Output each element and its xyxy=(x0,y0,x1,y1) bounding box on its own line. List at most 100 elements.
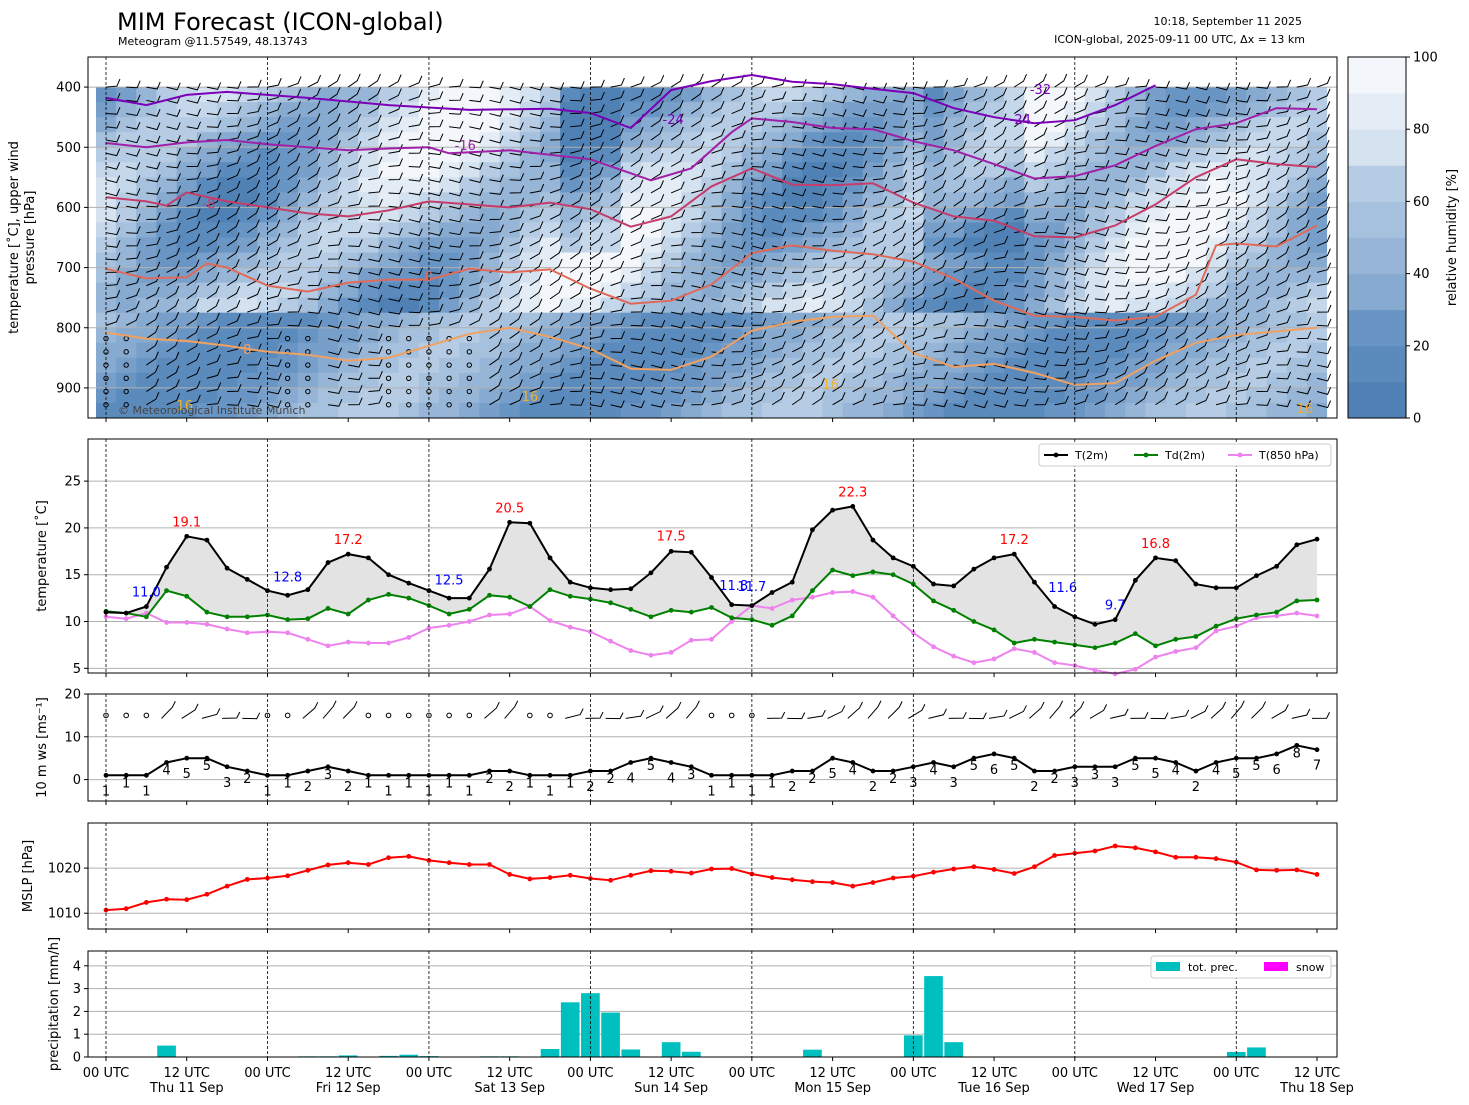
x-tick-label: 12 UTC xyxy=(1132,1066,1178,1081)
wind-barb xyxy=(1034,100,1048,114)
humidity-cell xyxy=(277,117,299,133)
wind-barb xyxy=(913,370,928,379)
wind-barb xyxy=(1115,201,1130,210)
wind-barb xyxy=(489,351,502,366)
humidity-cell xyxy=(782,102,803,118)
wind-barb xyxy=(610,274,625,287)
calm-wind-circle xyxy=(708,712,715,719)
wind-barb xyxy=(1296,166,1310,181)
wind-barb xyxy=(126,188,141,196)
wind-speed-value: 2 xyxy=(788,780,796,795)
wind-speed-value: 1 xyxy=(384,784,392,799)
wind-barb xyxy=(1256,130,1271,141)
humidity-cell xyxy=(277,252,299,269)
humidity-cell xyxy=(1205,117,1227,133)
wind-barb xyxy=(327,360,343,369)
wind-barb xyxy=(570,168,584,181)
wind-barb xyxy=(650,126,664,141)
wind-barb xyxy=(872,159,888,168)
wind-barb xyxy=(489,338,502,353)
humidity-cell xyxy=(1205,387,1227,404)
humidity-cell xyxy=(116,162,137,178)
wind-barb xyxy=(1296,288,1311,300)
wind-barb xyxy=(711,307,726,316)
humidity-cell xyxy=(1185,312,1207,329)
wind-barb xyxy=(1135,352,1149,366)
wind-barb xyxy=(691,347,706,355)
calm-wind-circle xyxy=(305,375,311,381)
wind-barb xyxy=(630,360,645,368)
humidity-cell xyxy=(923,342,945,359)
humidity-cell xyxy=(842,282,864,299)
wind-barb xyxy=(1215,285,1229,300)
series-point xyxy=(164,620,169,625)
humidity-cell xyxy=(116,342,137,359)
wind-barb xyxy=(590,219,603,234)
wind-barb xyxy=(267,331,282,340)
humidity-cell xyxy=(943,327,965,344)
wind-barb xyxy=(1170,709,1190,719)
humidity-cell xyxy=(358,372,379,389)
humidity-cell xyxy=(1145,147,1167,163)
y-tick-label: 15 xyxy=(64,568,81,583)
wind-barb xyxy=(933,399,948,408)
humidity-cell xyxy=(317,102,339,118)
wind-barb xyxy=(1014,334,1029,343)
wind-barb xyxy=(832,212,848,220)
wind-barb xyxy=(771,174,787,183)
wind-barb xyxy=(1195,351,1209,366)
wind-barb xyxy=(812,238,827,247)
wind-barb xyxy=(227,369,242,379)
wind-barb xyxy=(569,272,583,287)
wind-speed-point xyxy=(648,755,654,761)
wind-barb xyxy=(1155,188,1170,196)
wind-barb xyxy=(913,81,928,89)
humidity-cell xyxy=(1246,207,1268,223)
wind-barb xyxy=(852,260,867,273)
calm-wind-circle xyxy=(123,362,129,368)
wind-barb xyxy=(1014,265,1029,274)
y-tick-label: 900 xyxy=(56,381,81,396)
humidity-cell xyxy=(1286,207,1308,223)
series-point xyxy=(668,650,674,655)
humidity-cell xyxy=(217,387,238,404)
humidity-cell xyxy=(257,147,279,163)
humidity-cell xyxy=(600,312,622,329)
wind-barb xyxy=(388,74,402,88)
humidity-cell xyxy=(156,102,178,118)
wind-barb xyxy=(792,277,807,287)
wind-barb xyxy=(549,368,565,379)
wind-barb xyxy=(529,366,544,379)
wind-barb xyxy=(1155,213,1170,222)
wind-barb xyxy=(711,87,725,101)
wind-barb xyxy=(1135,378,1148,392)
wind-barb xyxy=(751,342,767,353)
wind-barb xyxy=(993,74,1008,88)
wind-barb xyxy=(751,89,766,101)
wind-barb xyxy=(227,398,242,406)
humidity-cell xyxy=(862,282,884,299)
humidity-cell xyxy=(116,402,137,418)
humidity-cell xyxy=(681,327,702,344)
wind-barb xyxy=(1094,89,1109,101)
wind-barb xyxy=(1034,197,1049,207)
humidity-cell xyxy=(136,387,157,404)
humidity-cell xyxy=(116,387,137,404)
wind-barb xyxy=(1115,91,1130,101)
calm-wind-circle xyxy=(143,712,150,719)
wind-barb xyxy=(650,250,666,260)
humidity-cell xyxy=(519,387,541,404)
humidity-cell xyxy=(1044,297,1066,314)
wind-barb xyxy=(1094,292,1110,301)
wind-barb xyxy=(691,225,706,234)
colorbar-segment xyxy=(1348,381,1406,419)
wind-barb xyxy=(1034,267,1049,275)
humidity-cell xyxy=(862,342,884,359)
wind-barb xyxy=(590,116,605,128)
humidity-cell xyxy=(721,192,743,208)
humidity-cell xyxy=(297,312,319,329)
wind-barb xyxy=(327,181,342,194)
wind-barb xyxy=(1195,82,1211,91)
wind-barb xyxy=(872,196,888,207)
wind-barb xyxy=(691,113,705,128)
